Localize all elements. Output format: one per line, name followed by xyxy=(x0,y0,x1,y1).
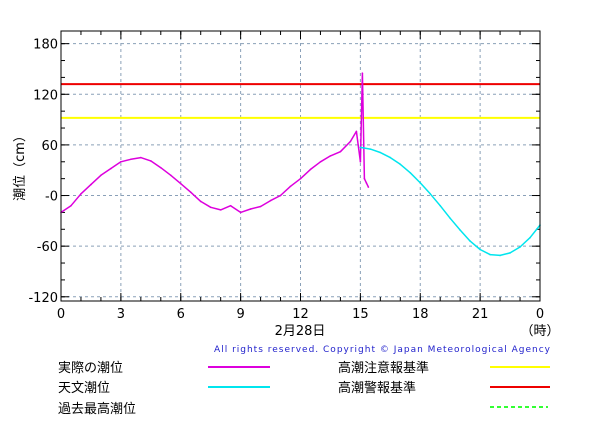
x-tick-label: 9 xyxy=(236,307,244,322)
astronomical-tide-line xyxy=(360,146,541,257)
data-point xyxy=(199,200,202,203)
series-lines xyxy=(60,72,541,257)
data-point xyxy=(279,194,282,197)
x-tick-label: 21 xyxy=(472,307,489,322)
y-tick-label: -0 xyxy=(45,190,58,205)
data-point xyxy=(159,166,162,169)
data-point xyxy=(90,183,92,186)
y-tick-label: -60 xyxy=(37,240,58,255)
data-point xyxy=(150,160,152,162)
y-tick-label: 180 xyxy=(33,38,58,53)
data-point xyxy=(179,182,182,185)
legend-label: 高潮警報基準 xyxy=(338,380,416,396)
observed-tide-line xyxy=(60,72,370,214)
copyright-text: All rights reserved. Copyright © Japan M… xyxy=(214,345,551,355)
legend-label: 実際の潮位 xyxy=(58,360,123,376)
x-axis-date-label: 2月28日 xyxy=(275,324,326,339)
data-point xyxy=(309,168,312,171)
data-point xyxy=(489,253,491,256)
data-point xyxy=(259,205,262,208)
data-point xyxy=(329,155,332,157)
data-point xyxy=(439,204,442,207)
plot-frame xyxy=(60,30,541,302)
data-point xyxy=(219,209,222,211)
data-point xyxy=(70,204,72,207)
x-tick-label: 0 xyxy=(536,307,544,322)
data-point xyxy=(367,186,370,188)
x-tick-label: 0 xyxy=(57,307,65,322)
data-point xyxy=(189,191,192,193)
data-point xyxy=(519,246,521,248)
data-point xyxy=(419,182,422,184)
data-point xyxy=(429,193,432,195)
data-point xyxy=(120,160,122,163)
x-tick-label: 12 xyxy=(292,307,309,322)
legend-label: 高潮注意報基準 xyxy=(338,360,429,376)
y-tick-labels: -120 -60 -0 60 120 180 xyxy=(28,38,58,306)
data-point xyxy=(359,146,362,149)
data-point xyxy=(110,167,112,170)
x-tick-label: 6 xyxy=(177,307,185,322)
x-tick-labels: 0 3 6 9 12 15 18 21 0 xyxy=(57,307,544,322)
data-point xyxy=(509,252,511,254)
x-tick-label: 18 xyxy=(412,307,429,322)
data-point xyxy=(499,254,501,257)
data-point xyxy=(359,160,362,163)
legend-label: 過去最高潮位 xyxy=(58,401,136,417)
data-point xyxy=(365,182,368,184)
y-tick-label: -120 xyxy=(28,291,58,306)
data-point xyxy=(339,150,342,153)
data-point xyxy=(399,163,402,166)
data-point xyxy=(355,130,358,133)
data-point xyxy=(269,199,272,202)
grid xyxy=(60,31,541,301)
data-point xyxy=(289,185,292,188)
data-point xyxy=(130,158,132,161)
data-point xyxy=(369,148,372,150)
x-tick-label: 3 xyxy=(117,307,125,322)
data-point xyxy=(80,193,82,195)
data-point xyxy=(319,160,322,163)
data-point xyxy=(249,208,252,210)
data-point xyxy=(239,211,242,214)
data-point xyxy=(169,174,172,177)
data-point xyxy=(299,177,302,180)
data-point xyxy=(459,229,461,231)
data-point xyxy=(449,217,451,220)
data-point xyxy=(100,174,102,177)
data-point xyxy=(140,156,142,159)
data-point xyxy=(349,140,352,143)
reference-lines xyxy=(61,83,540,119)
data-point xyxy=(389,156,392,159)
x-axis-unit-label: （時） xyxy=(520,324,559,339)
data-point xyxy=(479,248,481,251)
data-point xyxy=(229,204,232,207)
y-tick-label: 60 xyxy=(41,139,58,154)
data-point xyxy=(409,171,412,174)
data-point xyxy=(363,177,366,180)
data-point xyxy=(379,151,382,154)
legend-label: 天文潮位 xyxy=(58,381,110,396)
data-point xyxy=(529,236,531,239)
data-point xyxy=(361,72,364,74)
x-tick-label: 15 xyxy=(352,307,369,322)
y-axis-label: 潮位（cm） xyxy=(13,129,28,201)
y-tick-label: 120 xyxy=(33,88,58,103)
data-point xyxy=(209,206,212,209)
data-point xyxy=(469,240,471,242)
